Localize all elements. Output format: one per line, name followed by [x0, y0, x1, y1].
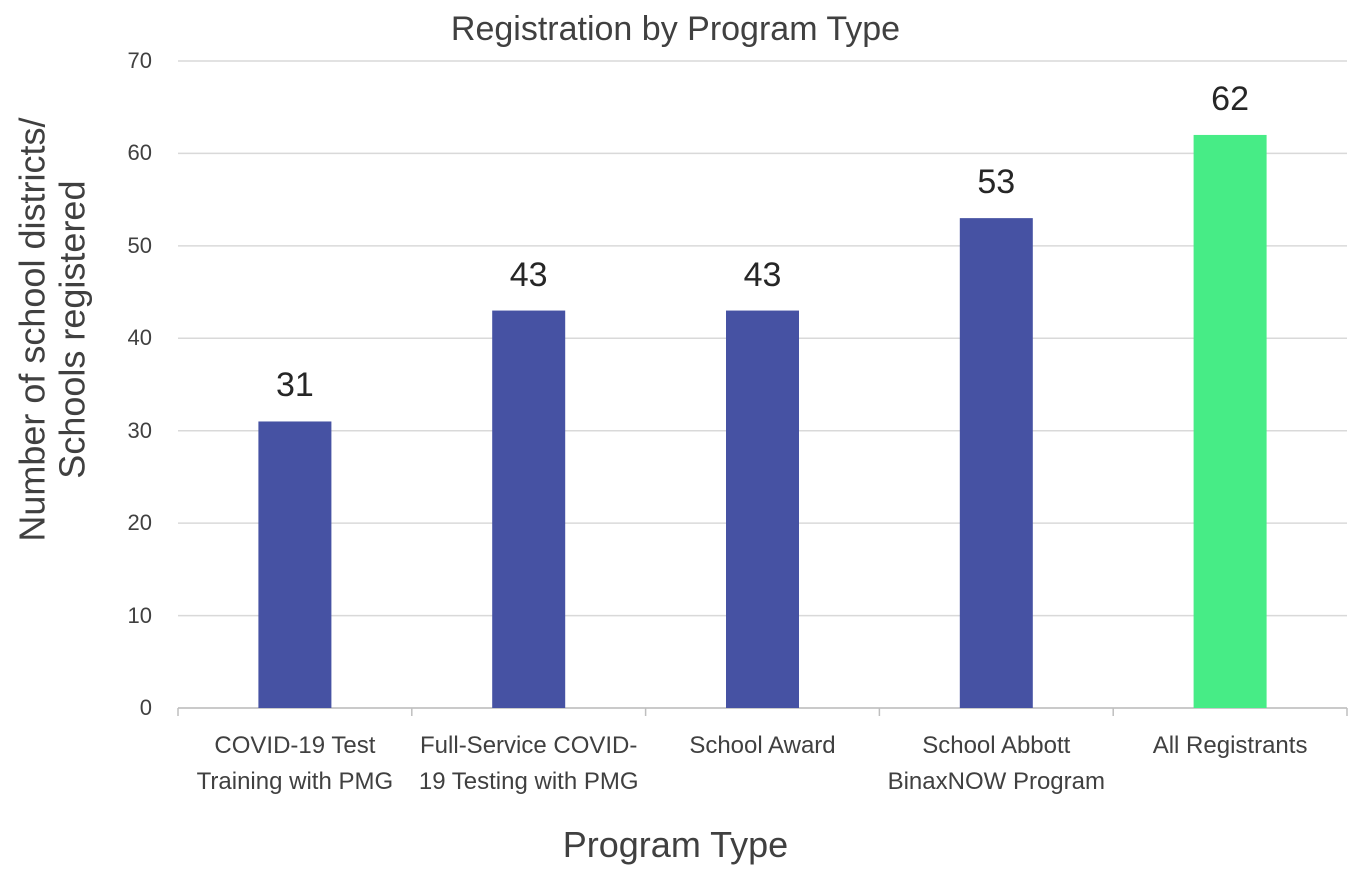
bar: [726, 310, 799, 708]
x-tick-label: School Award: [689, 732, 836, 759]
x-axis-title: Program Type: [562, 824, 789, 865]
y-tick-label: 0: [139, 695, 152, 720]
y-tick-label: 10: [127, 602, 152, 628]
data-label: 31: [275, 366, 314, 405]
bar: [258, 421, 332, 708]
y-axis-title: Number of school districts/ Schools regi…: [11, 117, 92, 542]
x-tick-label: COVID-19 Test Training with PMG: [196, 732, 394, 795]
data-label: 43: [509, 255, 548, 294]
y-tick-label: 70: [127, 48, 152, 73]
data-label: 53: [977, 163, 1016, 202]
y-tick-label: 50: [127, 232, 152, 258]
x-tick-label: All Registrants: [1152, 732, 1308, 759]
y-tick-label: 30: [127, 417, 152, 443]
x-tick-label: School Abbott BinaxNOW Program: [887, 732, 1105, 795]
chart-title: Registration by Program Type: [450, 10, 901, 48]
y-tick-label: 60: [127, 140, 152, 166]
bar: [959, 218, 1033, 708]
y-tick-label: 20: [127, 510, 152, 536]
bar: [1193, 134, 1267, 708]
x-tick-label: Full-Service COVID-19 Testing with PMG: [418, 732, 639, 795]
data-label: 43: [743, 255, 782, 294]
bar: [492, 310, 566, 708]
y-tick-label: 40: [127, 325, 152, 351]
data-label: 62: [1211, 79, 1249, 118]
